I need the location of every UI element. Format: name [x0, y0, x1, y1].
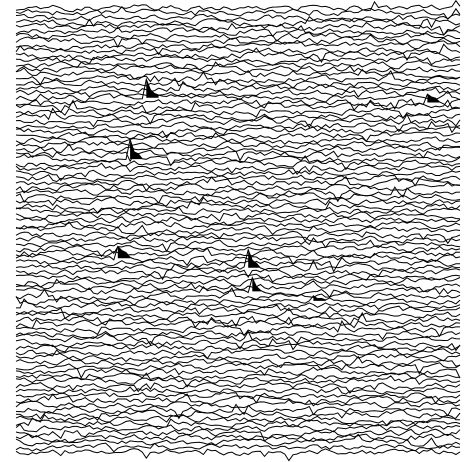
trace-34	[15, 162, 461, 176]
trace-11	[15, 55, 461, 67]
trace-28	[15, 132, 461, 145]
trace-65	[15, 307, 461, 320]
trace-45	[15, 216, 461, 226]
trace-76	[15, 362, 461, 375]
trace-64	[15, 304, 461, 320]
trace-73	[15, 347, 461, 360]
trace-16	[15, 77, 461, 89]
trace-88	[15, 417, 461, 428]
trace-58	[15, 277, 461, 288]
trace-6	[15, 31, 460, 42]
trace-23	[15, 107, 461, 125]
trace-13	[15, 61, 461, 73]
trace-79	[15, 375, 461, 388]
trace-4	[15, 18, 461, 36]
trace-42	[15, 199, 461, 214]
trace-74	[15, 349, 461, 363]
trace-86	[15, 409, 461, 421]
trace-69	[15, 330, 461, 341]
trace-77	[15, 366, 461, 379]
trace-93	[15, 442, 461, 453]
trace-54	[15, 256, 461, 273]
trace-40	[15, 192, 461, 204]
trace-91	[15, 433, 461, 443]
trace-15	[15, 69, 461, 86]
trace-66	[15, 311, 461, 328]
trace-10	[15, 47, 461, 63]
event-fill-62-0	[313, 295, 326, 301]
trace-12	[15, 60, 461, 71]
trace-71	[15, 338, 461, 352]
event-fill-53-0	[117, 246, 131, 259]
trace-29	[15, 140, 461, 151]
event-fill-60-0	[252, 277, 265, 293]
trace-90	[15, 428, 461, 442]
trace-94	[15, 448, 461, 462]
trace-47	[15, 221, 461, 237]
trace-39	[15, 186, 461, 203]
trace-7	[15, 34, 461, 49]
trace-33	[15, 159, 461, 171]
event-fill-19-0	[146, 79, 159, 98]
trace-49	[15, 235, 461, 244]
trace-44	[15, 211, 461, 222]
trace-81	[15, 386, 461, 395]
trace-19	[15, 77, 461, 103]
trace-3	[15, 16, 461, 29]
trace-82	[15, 391, 461, 404]
trace-55	[15, 248, 460, 272]
trace-67	[15, 316, 461, 330]
trace-1	[15, 5, 461, 20]
trace-80	[15, 381, 461, 394]
trace-83	[15, 393, 461, 407]
trace-22	[15, 107, 461, 120]
event-fill-20-0	[427, 94, 440, 103]
trace-56	[15, 267, 461, 281]
trace-38	[15, 181, 461, 194]
trace-92	[15, 433, 461, 449]
trace-21	[15, 99, 461, 114]
trace-52	[15, 247, 461, 259]
trace-48	[15, 230, 461, 245]
trace-51	[15, 245, 461, 258]
trace-14	[15, 67, 461, 80]
trace-17	[15, 80, 461, 93]
trace-5	[15, 25, 461, 37]
trace-87	[15, 413, 461, 427]
trace-18	[15, 86, 461, 98]
trace-8	[15, 39, 461, 51]
trace-89	[15, 423, 461, 433]
trace-30	[15, 143, 460, 155]
trace-27	[15, 131, 461, 143]
trace-20	[15, 93, 461, 110]
trace-63	[16, 298, 461, 310]
trace-70	[15, 330, 461, 346]
trace-36	[15, 174, 461, 183]
trace-61	[15, 287, 461, 303]
trace-41	[15, 196, 461, 207]
trace-9	[15, 43, 461, 56]
trace-85	[15, 403, 461, 420]
trace-57	[15, 273, 461, 284]
trace-46	[15, 220, 461, 230]
trace-0	[15, 0, 461, 13]
trace-53	[15, 245, 461, 267]
trace-50	[15, 237, 461, 253]
event-fill-55-0	[248, 249, 261, 268]
trace-31	[15, 149, 461, 163]
trace-60	[15, 276, 461, 298]
trace-75	[15, 355, 461, 369]
trace-78	[15, 372, 461, 381]
trace-26	[15, 126, 461, 139]
trace-24	[15, 113, 461, 129]
trace-25	[15, 120, 461, 134]
event-fill-32-0	[130, 139, 143, 160]
trace-35	[15, 169, 461, 182]
trace-37	[15, 175, 461, 192]
trace-68	[15, 319, 460, 338]
